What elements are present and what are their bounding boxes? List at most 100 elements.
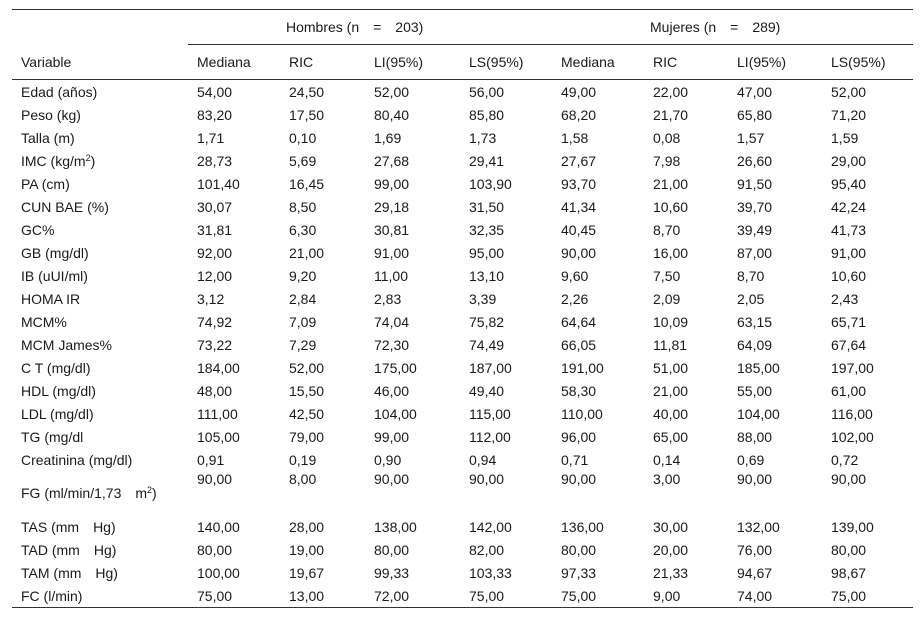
row-label: TAD (mm Hg) <box>21 541 117 558</box>
cell-value: 87,00 <box>737 244 773 261</box>
cell-value: 71,20 <box>831 106 867 123</box>
cell-value: 8,70 <box>653 221 681 238</box>
cell-value: 140,00 <box>197 518 240 535</box>
cell-value: 139,00 <box>831 518 874 535</box>
cell-value: 0,90 <box>374 451 402 468</box>
cell-value: 91,50 <box>737 175 773 192</box>
cell-value: 7,29 <box>289 336 317 353</box>
cell-value: 93,70 <box>561 175 597 192</box>
table-row: GC% 31,81 6,30 30,81 32,35 40,45 8,70 39,49 41,7… <box>12 218 913 241</box>
cell-value: 90,00 <box>831 471 867 487</box>
cell-value: 56,00 <box>469 83 505 100</box>
cell-value: 94,67 <box>737 564 773 581</box>
cell-value: 19,00 <box>289 541 325 558</box>
table-row: C T (mg/dl) 184,00 52,00 175,00 187,00 191,00… <box>12 356 913 379</box>
table-body: Edad (años) 54,00 24,50 52,00 56,00 49,00 22,0… <box>12 80 914 608</box>
cell-value: 75,00 <box>552 584 645 608</box>
cell-value: 97,33 <box>561 564 597 581</box>
cell-value: 22,00 <box>653 83 689 100</box>
cell-value: 90,00 <box>374 471 410 487</box>
row-label: TAS (mm Hg) <box>21 518 116 535</box>
cell-value: 41,34 <box>561 198 597 215</box>
row-label: HOMA IR <box>21 290 81 307</box>
cell-value: 90,00 <box>737 471 773 487</box>
cell-value: 76,00 <box>737 541 773 558</box>
cell-value: 47,00 <box>737 83 773 100</box>
cell-value: 115,00 <box>469 405 511 422</box>
cell-value: 54,00 <box>197 83 233 100</box>
col-header: Mediana <box>188 44 280 80</box>
cell-value: 92,00 <box>197 244 233 261</box>
table-row: Edad (años) 54,00 24,50 52,00 56,00 49,00 22,0… <box>12 80 913 104</box>
row-label: MCM% <box>21 313 67 330</box>
cell-value: 102,00 <box>831 428 874 445</box>
cell-value: 88,00 <box>737 428 773 445</box>
cell-value: 52,00 <box>374 83 410 100</box>
cell-value: 132,00 <box>737 518 780 535</box>
cell-value: 7,50 <box>653 267 681 284</box>
cell-value: 49,00 <box>561 83 597 100</box>
cell-value: 103,33 <box>469 564 512 581</box>
cell-value: 10,60 <box>653 198 689 215</box>
cell-value: 90,00 <box>561 244 597 261</box>
col-header: LS(95%) <box>460 44 553 80</box>
cell-value: 80,00 <box>831 541 867 558</box>
cell-value: 16,00 <box>653 244 689 261</box>
group-header-men: Hombres (n = 203) <box>188 9 553 45</box>
cell-value: 74,04 <box>374 313 410 330</box>
cell-value: 79,00 <box>289 428 325 445</box>
variable-header: Variable <box>12 44 188 80</box>
cell-value: 11,00 <box>374 267 408 284</box>
cell-value: 80,00 <box>561 541 597 558</box>
cell-value: 75,82 <box>469 313 505 330</box>
row-label: PA (cm) <box>21 175 70 192</box>
cell-value: 73,22 <box>197 336 233 353</box>
cell-value: 74,49 <box>469 336 505 353</box>
cell-value: 11,81 <box>653 336 688 353</box>
cell-value: 16,45 <box>289 175 325 192</box>
cell-value: 42,50 <box>289 405 325 422</box>
cell-value: 49,40 <box>469 382 505 399</box>
cell-value: 65,00 <box>653 428 689 445</box>
row-label: IB (uUI/ml) <box>21 267 88 284</box>
cell-value: 7,09 <box>289 313 317 330</box>
cell-value: 0,91 <box>197 451 225 468</box>
cell-value: 80,00 <box>374 541 410 558</box>
cell-value: 55,00 <box>737 382 773 399</box>
cell-value: 61,00 <box>831 382 867 399</box>
cell-value: 83,20 <box>197 106 233 123</box>
cell-value: 30,81 <box>374 221 410 238</box>
table-row: TAD (mm Hg) 80,00 19,00 80,00 82,00 80,00 20,0… <box>12 538 913 561</box>
cell-value: 2,83 <box>374 290 402 307</box>
cell-value: 63,15 <box>737 313 773 330</box>
cell-value: 96,00 <box>561 428 597 445</box>
cell-value: 8,00 <box>289 471 317 487</box>
cell-value: 142,00 <box>469 518 512 535</box>
group-header-women: Mujeres (n = 289) <box>552 9 914 45</box>
cell-value: 65,80 <box>737 106 773 123</box>
cell-value: 1,71 <box>197 129 225 146</box>
cell-value: 39,70 <box>737 198 773 215</box>
cell-value: 3,39 <box>469 290 497 307</box>
cell-value: 17,50 <box>289 106 325 123</box>
cell-value: 99,00 <box>374 175 410 192</box>
col-header: RIC <box>644 44 729 80</box>
cell-value: 30,07 <box>197 198 233 215</box>
cell-value: 85,80 <box>469 106 505 123</box>
cell-value: 191,00 <box>561 359 604 376</box>
cell-value: 21,70 <box>653 106 689 123</box>
table-row: IB (uUI/ml) 12,00 9,20 11,00 13,10 9,60 7,50 8,… <box>12 264 913 287</box>
cell-value: 26,60 <box>737 152 773 169</box>
cell-value: 29,41 <box>469 152 505 169</box>
cell-value: 72,30 <box>374 336 410 353</box>
cell-value: 65,71 <box>831 313 867 330</box>
table-row: CUN BAE (%) 30,07 8,50 29,18 31,50 41,34 10,60… <box>12 195 913 218</box>
row-label: IMC (kg/m2) <box>21 152 96 169</box>
cell-value: 184,00 <box>197 359 240 376</box>
row-label: FG (ml/min/1,73 m2) <box>21 485 157 501</box>
cell-value: 75,00 <box>822 584 914 608</box>
cell-value: 9,20 <box>289 267 317 284</box>
cell-value: 20,00 <box>653 541 689 558</box>
cell-value: 21,00 <box>653 175 689 192</box>
variable-header-spacer <box>12 9 188 45</box>
